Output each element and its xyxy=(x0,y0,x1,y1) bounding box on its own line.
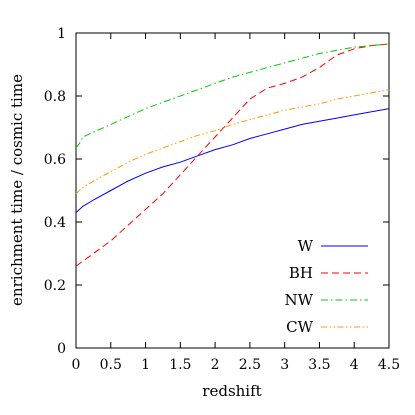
x-tick-label: 2 xyxy=(211,357,220,373)
series-lines xyxy=(75,43,390,267)
series-line-cw xyxy=(75,89,390,195)
axis-ticks: 0 0.5 1 1.5 2 2.5 3 3.5 4 4.5 0 0.2 0.4 0.6 0.8 1 xyxy=(44,26,400,373)
x-axis-label: redshift xyxy=(202,382,261,400)
y-axis-label: enrichment time / cosmic time xyxy=(8,74,26,306)
x-tick-label: 1.5 xyxy=(169,357,191,373)
legend-label-bh: BH xyxy=(289,264,313,282)
x-tick-label: 4 xyxy=(350,357,359,373)
y-tick-label: 0.8 xyxy=(44,89,66,105)
x-tick-label: 3 xyxy=(280,357,289,373)
plot-frame xyxy=(75,32,390,349)
legend-label-w: W xyxy=(298,237,314,255)
x-tick-label: 2.5 xyxy=(239,357,261,373)
series-line-w xyxy=(75,108,390,213)
series-line-nw xyxy=(75,43,390,149)
x-tick-label: 0.5 xyxy=(100,357,122,373)
legend-label-cw: CW xyxy=(286,318,313,336)
y-tick-label: 0.2 xyxy=(44,278,66,294)
y-tick-label: 0 xyxy=(57,341,66,357)
x-tick-label: 0 xyxy=(72,357,81,373)
y-tick-label: 1 xyxy=(57,26,66,42)
x-tick-label: 1 xyxy=(141,357,150,373)
y-tick-label: 0.4 xyxy=(44,215,66,231)
y-tick-label: 0.6 xyxy=(44,152,66,168)
series-line-bh xyxy=(75,43,390,267)
x-tick-label: 4.5 xyxy=(378,357,400,373)
legend: W BH NW CW xyxy=(284,237,368,336)
x-tick-label: 3.5 xyxy=(308,357,330,373)
legend-label-nw: NW xyxy=(284,291,313,309)
